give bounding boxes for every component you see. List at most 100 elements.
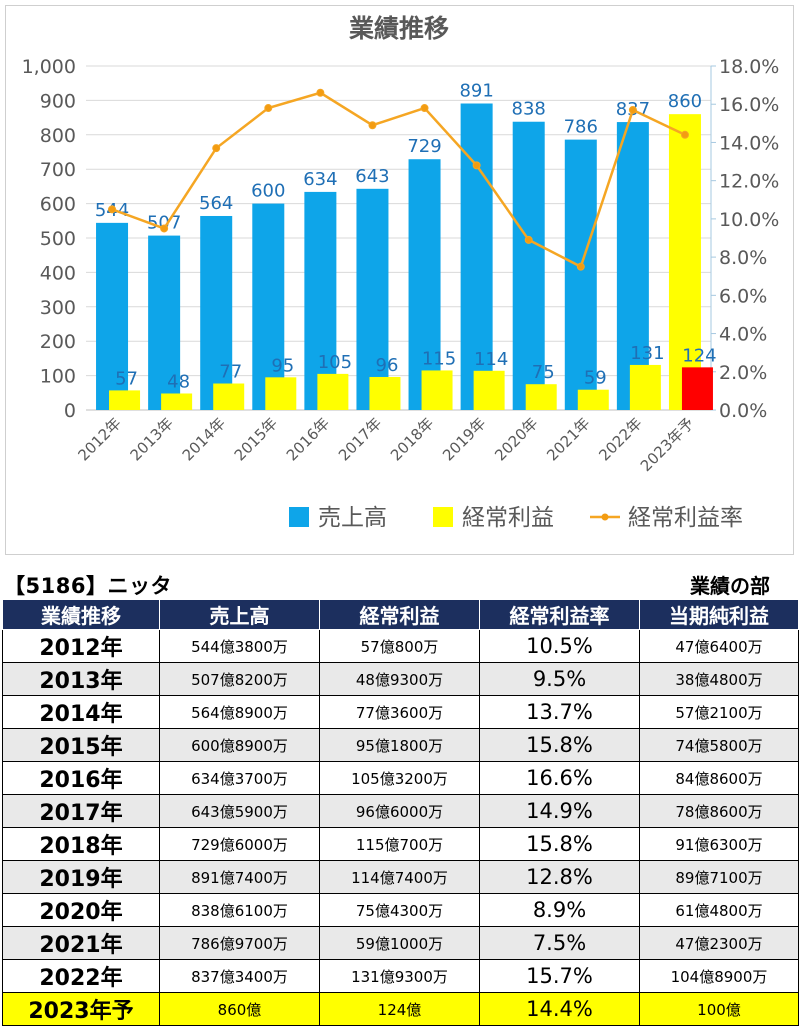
row-profit-rate: 14.9%	[479, 794, 640, 828]
header-profit-rate: 経常利益率	[479, 599, 640, 630]
header-net-income: 当期純利益	[639, 599, 799, 630]
sales-bar	[200, 215, 233, 410]
profit-data-label: 95	[271, 355, 294, 376]
profit-bar	[473, 370, 505, 410]
row-sales: 837億3400万	[159, 959, 320, 993]
legend-label-rate: 経常利益率	[628, 505, 743, 531]
sales-data-label: 564	[199, 193, 233, 214]
profit-bar	[525, 384, 557, 410]
row-profit-rate: 16.6%	[479, 761, 640, 795]
x-tick-label: 2013年	[127, 414, 177, 464]
sales-bar	[668, 114, 701, 410]
row-period: 2018年	[2, 827, 160, 861]
table-row: 2017年 643億5900万 96億6000万 14.9% 78億8600万	[2, 794, 799, 828]
x-tick-label: 2016年	[283, 414, 333, 464]
row-period: 2019年	[2, 860, 160, 894]
row-period: 2021年	[2, 926, 160, 960]
table-body: 2012年 544億3800万 57億800万 10.5% 47億6400万 2013年 5…	[2, 629, 799, 1026]
sales-data-label: 786	[564, 117, 598, 138]
section-title: 業績の部	[690, 574, 770, 598]
row-net-income: 89億7100万	[639, 860, 799, 894]
profit-data-label: 105	[318, 352, 352, 373]
row-ordinary-profit: 115億700万	[319, 827, 480, 861]
row-sales: 564億8900万	[159, 695, 320, 729]
legend-label-profit: 経常利益	[462, 505, 554, 531]
table-row: 2014年 564億8900万 77億3600万 13.7% 57億2100万	[2, 695, 799, 729]
profit-data-label: 124	[682, 345, 716, 366]
row-net-income: 91億6300万	[639, 827, 799, 861]
y-tick-label: 100	[40, 366, 76, 388]
row-net-income: 38億4800万	[639, 662, 799, 696]
table-row: 2016年 634億3700万 105億3200万 16.6% 84億8600万	[2, 761, 799, 795]
row-sales: 600億8900万	[159, 728, 320, 762]
row-net-income: 47億6400万	[639, 629, 799, 663]
sales-data-label: 600	[251, 181, 285, 202]
y-tick-label: 400	[40, 262, 76, 284]
profit-rate-point	[420, 104, 429, 113]
y2-tick-label: 6.0%	[719, 285, 767, 307]
row-profit-rate: 12.8%	[479, 860, 640, 894]
table-row: 2018年 729億6000万 115億700万 15.8% 91億6300万	[2, 827, 799, 861]
sales-data-label: 838	[512, 99, 546, 120]
sales-bar	[408, 159, 441, 410]
profit-data-label: 48	[167, 371, 190, 392]
profit-rate-point	[524, 235, 533, 244]
row-sales: 544億3800万	[159, 629, 320, 663]
row-net-income: 74億5800万	[639, 728, 799, 762]
profit-bar	[317, 373, 349, 410]
profit-rate-point	[160, 224, 169, 233]
row-profit-rate: 10.5%	[479, 629, 640, 663]
row-sales: 634億3700万	[159, 761, 320, 795]
x-tick-label: 2022年	[595, 414, 645, 464]
row-profit-rate: 15.8%	[479, 728, 640, 762]
profit-data-label: 77	[219, 362, 242, 383]
sales-data-label: 507	[147, 213, 181, 234]
profit-rate-point	[316, 88, 325, 97]
profit-bar	[161, 393, 193, 410]
performance-chart: 業績推移 0 100 200 300 400 500 600 700 800 900 1,000 0.0…	[22, 14, 780, 531]
profit-data-label: 75	[532, 362, 555, 383]
x-tick-label: 2020年	[491, 414, 541, 464]
y-tick-label: 900	[40, 90, 76, 112]
row-profit-rate: 14.4%	[479, 992, 640, 1026]
profit-bar	[369, 376, 401, 410]
sales-bar	[96, 222, 129, 410]
y-tick-label: 0	[64, 400, 76, 422]
header-period: 業績推移	[2, 599, 160, 630]
table-row: 2021年 786億9700万 59億1000万 7.5% 47億2300万	[2, 926, 799, 960]
header-sales: 売上高	[159, 599, 320, 630]
y2-tick-label: 10.0%	[719, 209, 779, 231]
sales-bar	[304, 191, 337, 410]
table-row: 2020年 838億6100万 75億4300万 8.9% 61億4800万	[2, 893, 799, 927]
row-profit-rate: 13.7%	[479, 695, 640, 729]
row-profit-rate: 7.5%	[479, 926, 640, 960]
y2-tick-label: 18.0%	[719, 56, 779, 78]
table-row: 2012年 544億3800万 57億800万 10.5% 47億6400万	[2, 629, 799, 663]
profit-rate-point	[212, 144, 221, 153]
profit-data-label: 57	[115, 368, 138, 389]
x-tick-label: 2012年	[75, 414, 125, 464]
row-ordinary-profit: 131億9300万	[319, 959, 480, 993]
table-row: 2022年 837億3400万 131億9300万 15.7% 104億8900万	[2, 959, 799, 993]
row-profit-rate: 15.7%	[479, 959, 640, 993]
y-tick-label: 200	[40, 331, 76, 353]
row-period: 2020年	[2, 893, 160, 927]
row-net-income: 100億	[639, 992, 799, 1026]
row-net-income: 104億8900万	[639, 959, 799, 993]
row-sales: 507億8200万	[159, 662, 320, 696]
row-ordinary-profit: 96億6000万	[319, 794, 480, 828]
x-tick-label: 2018年	[387, 414, 437, 464]
x-tick-label: 2021年	[543, 414, 593, 464]
company-title: 【5186】ニッタ	[4, 574, 172, 598]
profit-bar	[265, 377, 297, 410]
row-net-income: 57億2100万	[639, 695, 799, 729]
chart-frame: 業績推移 0 100 200 300 400 500 600 700 800 900 1,000 0.0…	[5, 5, 794, 555]
row-period: 2013年	[2, 662, 160, 696]
row-period: 2014年	[2, 695, 160, 729]
sales-data-label: 729	[407, 136, 441, 157]
profit-rate-point	[680, 130, 689, 139]
profit-rate-point	[628, 105, 637, 114]
sales-data-label: 643	[355, 166, 389, 187]
profit-rate-point	[472, 161, 481, 170]
profit-bar	[421, 370, 453, 410]
